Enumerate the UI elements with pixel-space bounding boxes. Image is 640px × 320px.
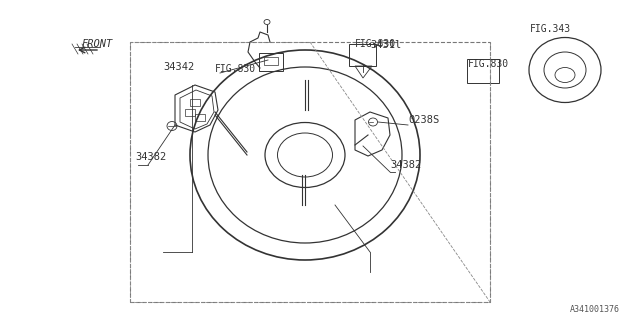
Text: 0238S: 0238S (408, 115, 439, 125)
Text: FIG.830: FIG.830 (355, 39, 396, 49)
Text: FIG.343: FIG.343 (530, 24, 571, 34)
Text: 3431l: 3431l (370, 40, 401, 50)
Text: 34382: 34382 (390, 160, 421, 170)
Bar (195, 114, 205, 121)
Text: A341001376: A341001376 (570, 305, 620, 314)
Bar (185, 109, 195, 116)
Text: FIG.830: FIG.830 (215, 64, 256, 74)
Text: FIG.830: FIG.830 (468, 59, 509, 69)
FancyBboxPatch shape (130, 42, 490, 302)
Bar (264, 57, 278, 65)
Text: FRONT: FRONT (82, 39, 113, 49)
Text: 34382: 34382 (135, 152, 166, 162)
Bar (190, 99, 200, 106)
Text: 34342: 34342 (163, 62, 195, 72)
